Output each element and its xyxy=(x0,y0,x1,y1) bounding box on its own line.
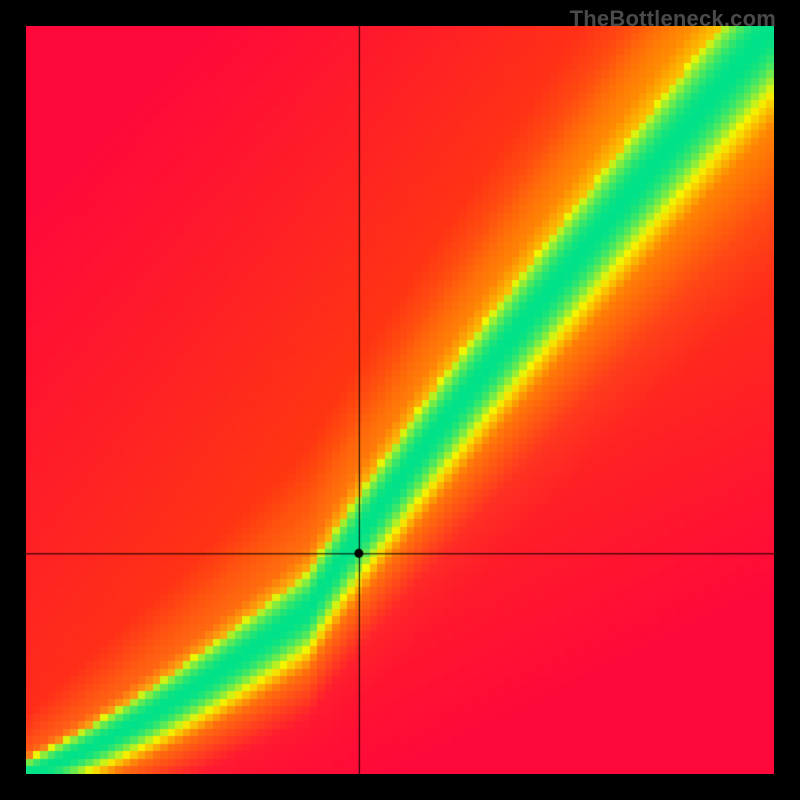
chart-container: TheBottleneck.com xyxy=(0,0,800,800)
bottleneck-heatmap xyxy=(26,26,774,774)
watermark-text: TheBottleneck.com xyxy=(570,6,776,32)
